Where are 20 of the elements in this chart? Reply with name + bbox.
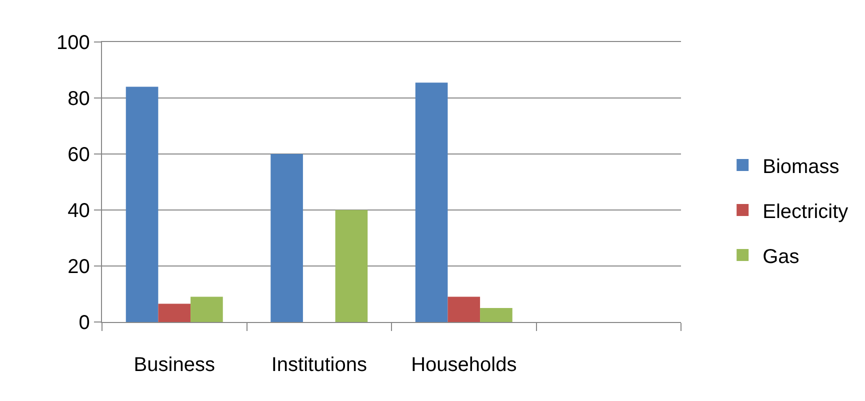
x-tick-label: Business [134, 354, 215, 376]
y-tick-label: 20 [68, 256, 90, 278]
bar [448, 296, 480, 322]
legend-label: Biomass [762, 156, 840, 178]
x-tick-label: Households [411, 354, 517, 376]
y-tick-label: 100 [56, 32, 90, 54]
y-tick-label: 80 [68, 88, 90, 110]
legend-label: Electricity [762, 200, 848, 223]
bar [190, 296, 223, 322]
bar [126, 86, 158, 322]
y-tick-label: 40 [68, 200, 90, 222]
y-tick-label: 60 [68, 144, 90, 166]
bar [270, 154, 303, 322]
bar [158, 304, 191, 322]
bar [480, 308, 512, 322]
bar [335, 210, 368, 322]
bar [415, 82, 448, 322]
x-tick-label: Institutions [271, 354, 367, 376]
legend-label: Gas [762, 246, 800, 268]
y-tick-label: 0 [78, 312, 90, 334]
